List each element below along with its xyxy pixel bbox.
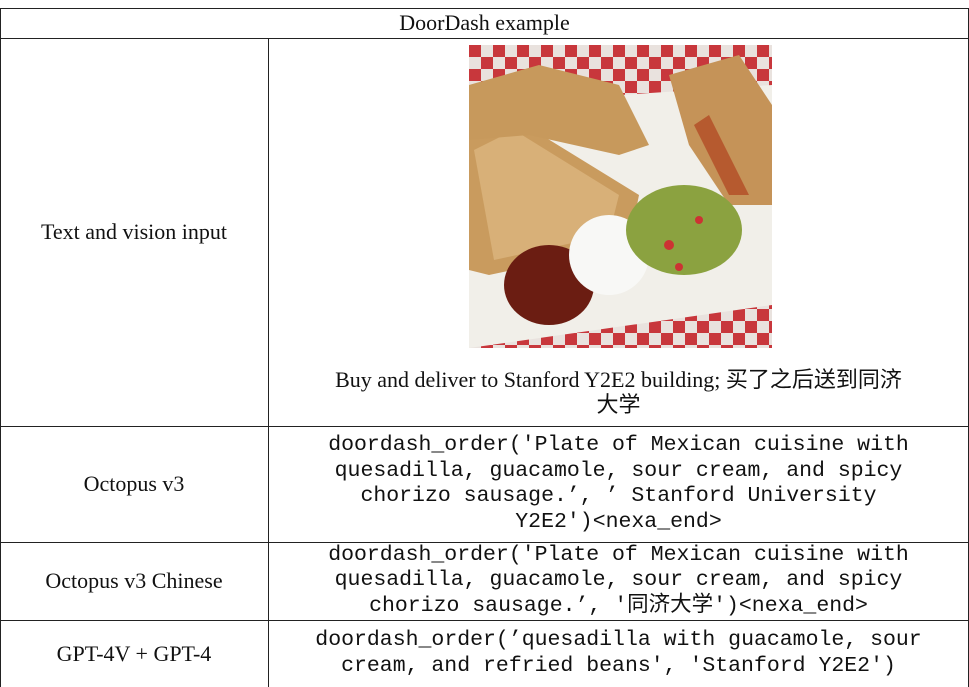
- code-line: Y2E2')<nexa_end>: [515, 509, 722, 534]
- row-label: Octopus v3: [83, 471, 185, 496]
- model-output: doordash_order('Plate of Mexican cuisine…: [269, 542, 968, 620]
- rule: [0, 8, 1, 687]
- rule: [0, 38, 969, 39]
- code-line: doordash_order(’quesadilla with guacamol…: [315, 628, 922, 652]
- rule: [0, 426, 969, 427]
- code-line: doordash_order('Plate of Mexican cuisine…: [328, 542, 909, 567]
- code-line: doordash_order('Plate of Mexican cuisine…: [328, 433, 909, 457]
- row-label: Text and vision input: [40, 219, 228, 244]
- rule: [0, 8, 969, 9]
- rule: [0, 620, 969, 621]
- rule: [0, 542, 969, 543]
- food-photo: [469, 45, 772, 348]
- code-line: cream, and refried beans', 'Stanford Y2E…: [341, 653, 896, 678]
- row-label: Octopus v3 Chinese: [45, 568, 223, 593]
- code-line: chorizo sausage.’, ’ Stanford University: [360, 484, 877, 508]
- caption-line: 大学: [596, 392, 641, 417]
- table-header: DoorDash example: [399, 10, 570, 35]
- caption-line: Buy and deliver to Stanford Y2E2 buildin…: [335, 367, 902, 392]
- model-output: doordash_order('Plate of Mexican cuisine…: [269, 426, 968, 542]
- code-line: chorizo sausage.’, '同济大学')<nexa_end>: [369, 593, 868, 618]
- caption: Buy and deliver to Stanford Y2E2 buildin…: [269, 360, 968, 424]
- rule: [268, 38, 269, 687]
- code-line: quesadilla, guacamole, sour cream, and s…: [334, 568, 903, 593]
- model-output: doordash_order(’quesadilla with guacamol…: [269, 620, 968, 687]
- row-label: GPT-4V + GPT-4: [56, 640, 212, 666]
- code-line: quesadilla, guacamole, sour cream, and s…: [334, 458, 903, 483]
